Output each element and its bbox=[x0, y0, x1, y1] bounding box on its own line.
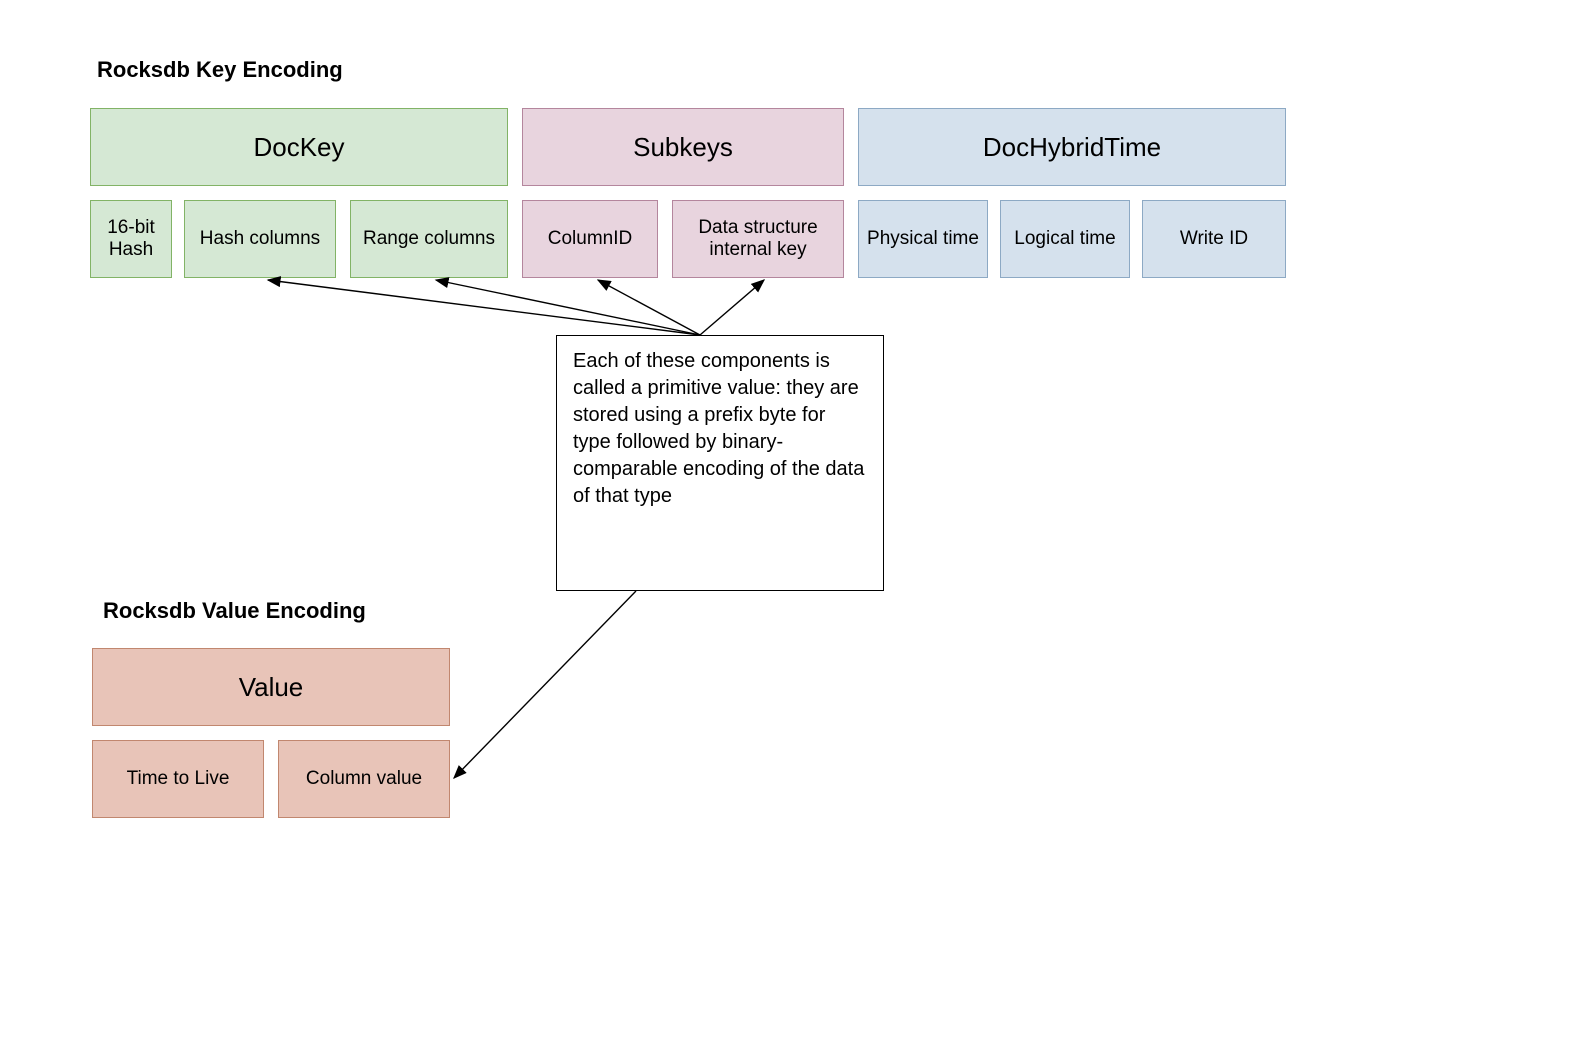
value-header-box: Value bbox=[92, 648, 450, 726]
title-value-encoding: Rocksdb Value Encoding bbox=[103, 598, 366, 624]
physical-time-cell: Physical time bbox=[858, 200, 988, 278]
dochybridtime-header-box: DocHybridTime bbox=[858, 108, 1286, 186]
logical-time-cell: Logical time bbox=[1000, 200, 1130, 278]
subkeys-header-box: Subkeys bbox=[522, 108, 844, 186]
write-id-cell: Write ID bbox=[1142, 200, 1286, 278]
title-key-encoding: Rocksdb Key Encoding bbox=[97, 57, 343, 83]
dockey-header-box: DocKey bbox=[90, 108, 508, 186]
column-value-cell: Column value bbox=[278, 740, 450, 818]
primitive-value-note: Each of these components is called a pri… bbox=[556, 335, 884, 591]
diagram-canvas: Rocksdb Key Encoding Rocksdb Value Encod… bbox=[0, 0, 1596, 1062]
ttl-cell: Time to Live bbox=[92, 740, 264, 818]
range-columns-cell: Range columns bbox=[350, 200, 508, 278]
internal-key-cell: Data structure internal key bbox=[672, 200, 844, 278]
hash-cell: 16-bit Hash bbox=[90, 200, 172, 278]
hash-columns-cell: Hash columns bbox=[184, 200, 336, 278]
columnid-cell: ColumnID bbox=[522, 200, 658, 278]
